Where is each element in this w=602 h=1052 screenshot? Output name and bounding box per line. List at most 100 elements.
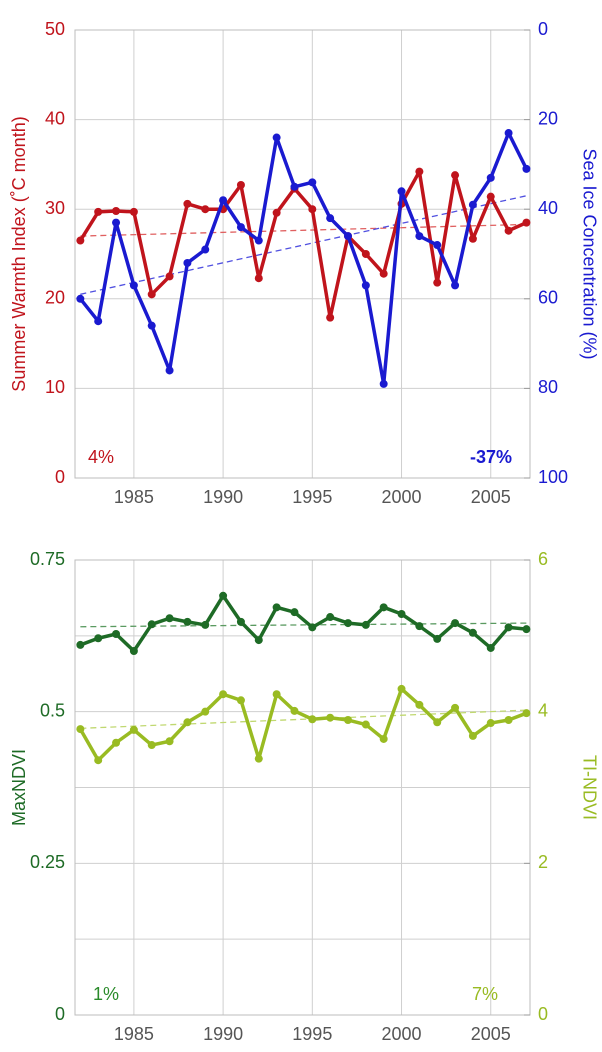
data-point <box>147 620 156 629</box>
data-point <box>486 643 495 652</box>
data-point <box>326 214 335 223</box>
y2-tick-label: 4 <box>538 700 548 720</box>
series-line <box>79 594 527 653</box>
data-point <box>112 738 121 747</box>
data-point <box>236 617 245 626</box>
data-point <box>165 366 174 375</box>
data-point <box>415 622 424 631</box>
data-point <box>415 700 424 709</box>
y-tick-label: 30 <box>45 198 65 218</box>
data-point <box>486 173 495 182</box>
y2-tick-label: 20 <box>538 108 558 128</box>
data-point <box>290 706 299 715</box>
y-tick-label: 0 <box>55 467 65 487</box>
data-point <box>344 619 352 628</box>
series-line <box>78 687 528 762</box>
data-point <box>326 313 335 322</box>
data-point <box>147 321 156 330</box>
x-tick-label: 1995 <box>292 1024 332 1044</box>
data-point <box>183 199 192 208</box>
data-point <box>308 715 317 724</box>
data-point <box>219 690 228 699</box>
data-point <box>415 232 424 241</box>
series-line <box>78 131 528 386</box>
data-point <box>397 684 406 693</box>
y-tick-label: 10 <box>45 377 65 397</box>
annotation: 1% <box>93 984 119 1004</box>
x-tick-label: 1995 <box>292 487 332 507</box>
y-tick-label: 0 <box>55 1004 65 1024</box>
data-point <box>112 218 121 227</box>
y2-tick-label: 0 <box>538 1004 548 1024</box>
data-point <box>165 272 174 281</box>
data-point <box>272 208 281 217</box>
data-point <box>76 294 85 303</box>
data-point <box>272 603 281 612</box>
data-point <box>451 281 460 290</box>
data-point <box>201 245 210 254</box>
data-point <box>165 737 174 746</box>
data-point <box>504 226 513 235</box>
trend-line <box>80 195 527 295</box>
data-point <box>76 725 85 734</box>
data-point <box>201 620 210 629</box>
data-point <box>236 223 245 232</box>
x-tick-label: 2005 <box>471 487 511 507</box>
data-point <box>504 129 513 138</box>
data-point <box>94 756 103 765</box>
data-point <box>129 207 138 216</box>
data-point <box>468 731 477 740</box>
y2-tick-label: 2 <box>538 852 548 872</box>
y-tick-label: 0.5 <box>40 700 65 720</box>
data-point <box>504 716 513 725</box>
data-point <box>468 628 477 637</box>
y-tick-label: 0.75 <box>30 549 65 569</box>
data-point <box>326 713 335 722</box>
data-point <box>290 608 299 617</box>
data-point <box>486 192 495 201</box>
series-line <box>78 169 528 320</box>
data-point <box>183 617 192 626</box>
data-point <box>433 278 442 287</box>
y-axis-label: Summer Warmth Index (˚C month) <box>9 116 29 391</box>
data-point <box>129 281 138 290</box>
y2-tick-label: 80 <box>538 377 558 397</box>
data-point <box>326 613 335 622</box>
data-point <box>468 234 477 243</box>
x-tick-label: 2000 <box>382 487 422 507</box>
y2-tick-label: 100 <box>538 467 568 487</box>
data-point <box>361 720 370 729</box>
data-point <box>129 725 138 734</box>
data-point <box>415 167 424 176</box>
data-point <box>272 133 281 142</box>
annotation: -37% <box>470 447 512 467</box>
data-point <box>379 603 388 612</box>
data-point <box>361 281 370 290</box>
data-point <box>344 716 352 725</box>
data-point <box>183 258 192 267</box>
data-point <box>451 619 460 628</box>
data-point <box>94 634 103 643</box>
data-point <box>76 236 85 245</box>
data-point <box>76 640 85 649</box>
data-point <box>129 647 138 655</box>
y2-tick-label: 6 <box>538 549 548 569</box>
data-point <box>433 241 442 250</box>
data-point <box>451 703 460 712</box>
x-tick-label: 2000 <box>382 1024 422 1044</box>
data-point <box>504 623 513 632</box>
data-point <box>147 290 156 299</box>
y-tick-label: 0.25 <box>30 852 65 872</box>
data-point <box>272 690 281 699</box>
data-point <box>397 609 406 618</box>
data-point <box>433 718 442 727</box>
y2-tick-label: 40 <box>538 198 558 218</box>
x-tick-label: 1985 <box>114 487 154 507</box>
data-point <box>219 591 228 600</box>
data-point <box>94 317 103 326</box>
data-point <box>361 250 370 258</box>
x-tick-label: 1985 <box>114 1024 154 1044</box>
data-point <box>201 707 210 716</box>
data-point <box>522 625 531 634</box>
data-point <box>486 719 495 728</box>
